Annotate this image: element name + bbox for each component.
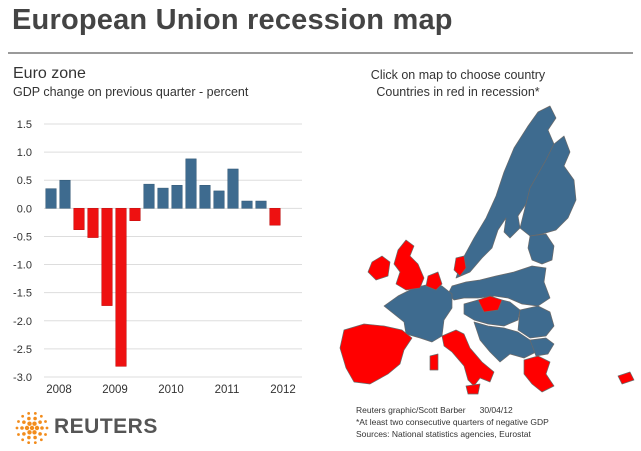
chart-ylabel: GDP change on previous quarter - percent [13, 85, 249, 99]
bar [199, 185, 211, 209]
credits: Reuters graphic/Scott Barber 30/04/12 *At… [356, 404, 549, 440]
bar [73, 208, 85, 230]
country-baltics[interactable] [527, 233, 555, 265]
reuters-logo-icon [15, 411, 49, 445]
y-tick-label: -2.0 [13, 316, 32, 328]
credit-author: Reuters graphic/Scott Barber [356, 405, 466, 415]
x-year-label: 2010 [158, 384, 184, 396]
bar [269, 208, 281, 226]
country-sardinia[interactable] [429, 353, 439, 371]
y-tick-label: 1.5 [17, 119, 32, 131]
bar [213, 190, 225, 209]
title-divider [8, 52, 633, 54]
y-tick-label: 0.0 [17, 203, 32, 215]
country-denmark[interactable] [453, 255, 467, 277]
bar [143, 183, 155, 209]
y-tick-label: -1.5 [13, 288, 32, 300]
bar [115, 208, 127, 367]
y-tick-label: 1.0 [17, 147, 32, 159]
x-year-label: 2012 [270, 384, 296, 396]
chart-title: Euro zone [13, 65, 86, 82]
y-tick-label: 0.5 [17, 175, 32, 187]
bar [255, 200, 267, 209]
country-balkans[interactable] [473, 321, 537, 363]
bar [45, 188, 57, 209]
country-ireland[interactable] [367, 255, 391, 281]
credit-line: Reuters graphic/Scott Barber 30/04/12 [356, 404, 549, 416]
bar [241, 200, 253, 209]
country-bulgaria[interactable] [529, 337, 555, 357]
x-year-label: 2011 [215, 384, 240, 396]
map-instruction-choose: Click on map to choose country [370, 68, 546, 82]
country-poland-germany[interactable] [447, 265, 551, 307]
country-cyprus[interactable] [617, 371, 635, 385]
country-czech[interactable] [477, 295, 503, 313]
country-spain-portugal[interactable] [339, 323, 413, 385]
page-title: European Union recession map [12, 4, 453, 36]
y-tick-label: -0.5 [13, 231, 32, 243]
country-romania[interactable] [517, 305, 555, 339]
bar [185, 158, 197, 209]
map-instructions: Click on map to choose country Countries… [348, 67, 568, 101]
bar [59, 179, 71, 209]
recession-footnote: *At least two consecutive quarters of ne… [356, 417, 549, 427]
y-tick-label: -3.0 [13, 372, 32, 384]
sources-line: Sources: National statistics agencies, E… [356, 429, 531, 439]
reuters-logo-text: REUTERS [54, 415, 158, 438]
country-uk[interactable] [393, 239, 425, 291]
country-greece[interactable] [523, 355, 555, 393]
country-sicily[interactable] [465, 383, 481, 395]
bar [129, 208, 141, 221]
credit-date: 30/04/12 [479, 405, 513, 415]
y-tick-label: -2.5 [13, 344, 32, 356]
x-year-label: 2009 [102, 384, 128, 396]
country-finland[interactable] [519, 135, 577, 237]
gdp-bar-chart: 1.5 1.0 0.5 0.0 -0.5 -1.0 -1.5 -2.0 -2.5 -3.0 2008… [13, 119, 302, 396]
bar [157, 187, 169, 209]
x-year-label: 2008 [46, 384, 72, 396]
country-benelux[interactable] [425, 271, 443, 291]
bar [171, 185, 183, 209]
y-tick-label: -1.0 [13, 260, 32, 272]
bar [101, 208, 113, 306]
country-italy[interactable] [441, 329, 495, 387]
eu-recession-map[interactable] [324, 100, 641, 402]
map-instruction-legend: Countries in red in recession* [376, 85, 540, 99]
bar [227, 168, 239, 209]
bar [87, 208, 99, 238]
